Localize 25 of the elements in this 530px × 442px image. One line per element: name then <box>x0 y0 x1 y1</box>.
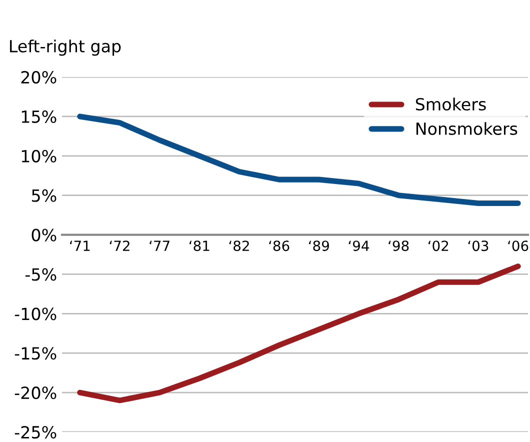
y-axis-title: Left-right gap <box>10 40 121 56</box>
x-tick-label: ‘86 <box>269 240 290 252</box>
y-tick-label: 0% <box>32 228 56 242</box>
legend-label: Nonsmokers <box>416 122 518 136</box>
x-tick-label: ‘72 <box>110 240 130 251</box>
x-tick-label: ‘82 <box>229 240 249 252</box>
x-tick-label: ‘81 <box>190 240 210 252</box>
y-tick-label: 10% <box>22 150 56 162</box>
y-tick-label: -5% <box>26 268 56 281</box>
y-tick-label: -20% <box>14 386 56 400</box>
x-tick-label: ‘03 <box>468 240 488 252</box>
x-tick-label: ‘98 <box>388 240 409 252</box>
y-tick-label: 15% <box>22 110 56 124</box>
y-tick-label: 5% <box>32 189 56 202</box>
y-tick-label: -15% <box>14 347 56 360</box>
x-tick-label: ‘94 <box>348 240 369 252</box>
x-tick-label: ‘06 <box>508 240 528 252</box>
x-tick-label: ‘71 <box>70 240 90 251</box>
x-tick-label: ‘89 <box>309 240 329 252</box>
y-tick-label: 20% <box>21 70 56 84</box>
y-tick-label: -25% <box>14 426 56 439</box>
x-tick-label: ‘77 <box>150 240 170 251</box>
y-tick-label: -10% <box>14 308 56 320</box>
x-tick-label: ‘02 <box>428 240 448 252</box>
legend-label: Smokers <box>416 98 486 111</box>
